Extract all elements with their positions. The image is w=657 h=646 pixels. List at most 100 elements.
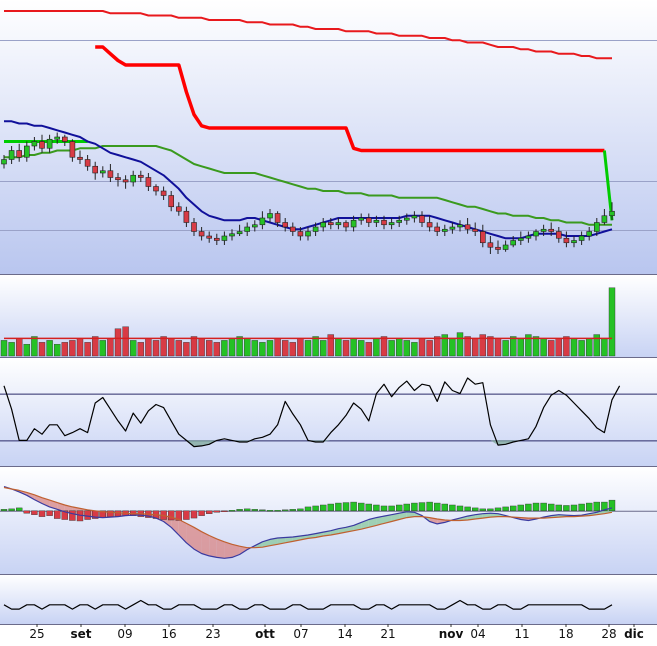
x-tick-label: set bbox=[70, 627, 91, 641]
macd-histogram-bar bbox=[570, 504, 578, 512]
candle-body bbox=[540, 228, 547, 232]
volume-bar bbox=[312, 336, 319, 357]
x-tick-label: 28 bbox=[601, 627, 616, 641]
volume-bar bbox=[289, 342, 296, 357]
x-tick-label: ott bbox=[255, 627, 275, 641]
candle-body bbox=[54, 136, 61, 140]
candle-body bbox=[46, 138, 53, 149]
macd-histogram-bar bbox=[380, 505, 388, 512]
price-candle bbox=[153, 184, 159, 196]
volume-bar bbox=[266, 340, 274, 357]
volume-bar bbox=[388, 340, 395, 357]
macd-fill-segment bbox=[368, 517, 377, 528]
macd-histogram-bar bbox=[358, 502, 365, 512]
candle-body bbox=[1, 159, 7, 165]
x-tick-label: dic bbox=[624, 627, 644, 641]
macd-histogram-bar bbox=[335, 502, 342, 512]
volume-bar bbox=[137, 342, 145, 357]
macd-histogram-bar bbox=[266, 510, 274, 512]
candle-body bbox=[100, 170, 106, 174]
candle-body bbox=[320, 222, 327, 228]
candle-body bbox=[609, 210, 615, 217]
volume-bar bbox=[46, 340, 53, 357]
price-candle bbox=[282, 218, 289, 232]
candle-body bbox=[548, 228, 555, 232]
volume-bar bbox=[441, 334, 448, 357]
price-candle bbox=[396, 215, 403, 227]
volume-bar bbox=[84, 342, 91, 357]
candle-body bbox=[586, 231, 593, 237]
macd-histogram-bar bbox=[259, 509, 266, 512]
price-candle bbox=[555, 227, 562, 243]
price-candle bbox=[426, 215, 433, 232]
volume-bar bbox=[76, 338, 84, 357]
price-candle bbox=[586, 227, 593, 241]
price-candle bbox=[191, 218, 197, 236]
macd-histogram-bar bbox=[510, 505, 517, 512]
macd-histogram-bar bbox=[31, 510, 38, 515]
bottom-panel-bg bbox=[0, 575, 657, 624]
volume-bar bbox=[160, 336, 167, 357]
volume-bar bbox=[99, 340, 107, 357]
macd-histogram-bar bbox=[320, 504, 327, 512]
volume-bar bbox=[570, 338, 578, 357]
price-candle bbox=[274, 211, 281, 227]
candle-body bbox=[160, 190, 167, 196]
candle-body bbox=[479, 231, 486, 244]
candle-body bbox=[274, 213, 281, 223]
price-candle bbox=[525, 231, 532, 243]
price-candle bbox=[381, 215, 387, 230]
candle-body bbox=[601, 215, 608, 223]
macd-histogram-bar bbox=[221, 510, 228, 512]
candle-body bbox=[464, 224, 471, 230]
macd-histogram-bar bbox=[228, 510, 236, 512]
volume-bar bbox=[403, 340, 410, 357]
macd-histogram-bar bbox=[464, 506, 471, 512]
volume-bar bbox=[426, 340, 433, 357]
price-candle bbox=[373, 215, 380, 227]
macd-histogram-bar bbox=[46, 510, 53, 516]
price-candle bbox=[289, 222, 296, 236]
macd-histogram-bar bbox=[213, 510, 221, 513]
volume-bar bbox=[175, 340, 183, 357]
price-candle bbox=[107, 164, 114, 182]
candle-body bbox=[571, 240, 577, 244]
macd-histogram-bar bbox=[472, 507, 479, 512]
xaxis-bg bbox=[0, 624, 657, 642]
price-candle bbox=[403, 213, 410, 225]
candle-body bbox=[343, 222, 349, 228]
macd-histogram-bar bbox=[61, 510, 68, 520]
series-upper_band bbox=[4, 10, 612, 60]
volume-bar bbox=[373, 338, 380, 357]
candle-body bbox=[388, 222, 395, 226]
volume-bar bbox=[548, 340, 555, 357]
macd-fill-segment bbox=[26, 492, 35, 500]
candle-body bbox=[39, 141, 45, 149]
volume-bar bbox=[449, 338, 456, 357]
macd-histogram-bar bbox=[251, 509, 259, 512]
price-candle bbox=[320, 218, 327, 232]
volume-bar bbox=[274, 338, 281, 357]
price-candle bbox=[305, 227, 311, 241]
macd-histogram-bar bbox=[350, 501, 357, 512]
price-candle bbox=[31, 137, 38, 151]
candle-body bbox=[84, 159, 91, 167]
price-candle bbox=[16, 143, 23, 162]
price-candle bbox=[593, 218, 600, 236]
macd-histogram-bar bbox=[16, 507, 23, 512]
price-candle bbox=[464, 218, 471, 234]
price-candle bbox=[502, 240, 509, 252]
volume-bar bbox=[502, 340, 509, 357]
candle-body bbox=[502, 244, 509, 250]
macd-fill-segment bbox=[232, 544, 240, 558]
price-candle bbox=[540, 224, 547, 236]
macd-histogram-bar bbox=[388, 505, 395, 512]
price-candle bbox=[601, 209, 608, 225]
macd-fill-segment bbox=[209, 535, 217, 558]
price-candle bbox=[61, 134, 68, 146]
volume-bar bbox=[434, 336, 441, 357]
price-candle bbox=[312, 222, 319, 236]
macd-histogram-bar bbox=[396, 504, 403, 512]
price-candle bbox=[297, 227, 304, 241]
